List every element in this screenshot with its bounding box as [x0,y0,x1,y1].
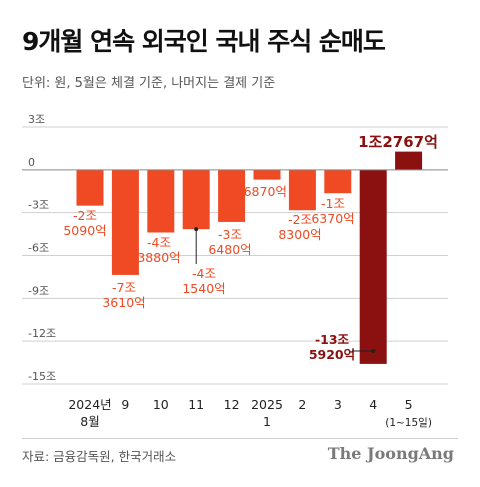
data-label: -1조 [321,196,345,211]
x-tick-label: 10 [153,397,169,412]
y-tick-label: 0 [28,156,35,169]
x-tick-label: 5 [405,397,413,412]
data-label: 1조2767억 [358,133,438,151]
data-label: -4조 [192,266,216,281]
y-tick-label: 3조 [28,113,45,126]
leader-dot [371,349,376,353]
leader-dot [194,227,199,232]
x-tick-label: 4 [369,397,377,412]
y-tick-label: -15조 [28,370,56,383]
x-tick-label: 8월 [80,414,99,429]
data-label: -3조 [218,227,242,242]
bar [288,169,316,211]
unit-note: 단위: 원, 5월은 체결 기준, 나머지는 결제 기준 [22,76,276,91]
bar [147,169,175,233]
data-label: -6870억 [239,184,287,199]
x-tick-label: (1~15일) [385,416,432,429]
x-tick-label: 2 [298,397,306,412]
y-tick-label: -6조 [28,242,49,255]
x-tick-label: 2024년 [68,397,111,412]
data-label: 6480억 [208,242,251,257]
chart-title: 9개월 연속 외국인 국내 주식 순매도 [22,27,386,56]
y-tick-label: -3조 [28,199,49,212]
x-tick-label: 12 [224,397,240,412]
bar [395,151,423,170]
data-label: 5920억 [309,347,355,362]
x-tick-label: 9 [121,397,129,412]
data-label: -4조 [147,235,171,250]
bar [359,169,387,364]
x-tick-label: 3 [334,397,342,412]
data-label: 6370억 [311,211,354,226]
bar [76,169,104,206]
data-label: -7조 [112,280,136,295]
x-tick-label: 11 [188,397,204,412]
data-label: 1540억 [182,281,225,296]
footer-divider [22,438,458,439]
x-tick-label: 1 [263,414,271,429]
source-note: 자료: 금융감독원, 한국거래소 [22,449,177,464]
bar [111,169,139,275]
y-tick-label: -12조 [28,327,56,340]
publisher-logo: The JoongAng [327,444,454,463]
data-label: 3880억 [137,250,180,265]
data-label: -2조 [73,208,97,223]
data-label: 8300억 [278,227,321,242]
data-label: 3610억 [102,295,145,310]
y-tick-label: -9조 [28,284,49,297]
data-label: -2조 [288,212,312,227]
bar [253,169,281,180]
data-label: 5090억 [63,223,106,238]
bar [182,169,210,230]
bar [324,169,352,194]
x-tick-label: 2025 [251,397,283,412]
bar [218,169,246,222]
data-label: -13조 [315,332,350,347]
